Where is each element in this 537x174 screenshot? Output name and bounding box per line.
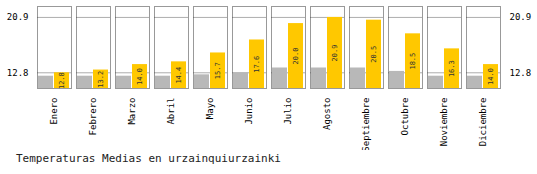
svg-text:Noviembre: Noviembre — [439, 98, 449, 147]
svg-text:13.2: 13.2 — [97, 71, 105, 88]
svg-text:14.0: 14.0 — [487, 68, 495, 85]
svg-text:Diciembre: Diciembre — [478, 98, 488, 147]
svg-text:12.8: 12.8 — [510, 68, 532, 78]
svg-text:Julio: Julio — [283, 98, 293, 125]
svg-text:16.3: 16.3 — [448, 60, 456, 77]
svg-text:14.4: 14.4 — [175, 67, 183, 84]
svg-text:15.7: 15.7 — [214, 62, 222, 79]
svg-text:20.0: 20.0 — [292, 48, 300, 65]
svg-text:Febrero: Febrero — [88, 98, 98, 136]
html-text:Temperaturas Medias en urzainq: Temperaturas Medias en urzainquiurzainki — [16, 152, 281, 165]
svg-text:18.5: 18.5 — [409, 53, 417, 70]
svg-text:20.9: 20.9 — [7, 12, 29, 22]
svg-text:17.6: 17.6 — [253, 56, 261, 73]
svg-text:Mayo: Mayo — [205, 98, 215, 120]
svg-text:Octubre: Octubre — [400, 98, 410, 136]
svg-text:12.8: 12.8 — [7, 68, 29, 78]
svg-text:12.8: 12.8 — [58, 72, 66, 89]
svg-text:Agosto: Agosto — [322, 98, 332, 131]
svg-text:Abril: Abril — [166, 98, 176, 125]
svg-text:20.5: 20.5 — [370, 46, 378, 63]
svg-text:20.9: 20.9 — [510, 12, 532, 22]
svg-text:20.9: 20.9 — [331, 45, 339, 62]
svg-text:Septiembre: Septiembre — [361, 98, 371, 151]
svg-text:Enero: Enero — [49, 98, 59, 125]
svg-text:Marzo: Marzo — [127, 98, 137, 125]
svg-text:Junio: Junio — [244, 98, 254, 125]
svg-text:14.0: 14.0 — [136, 68, 144, 85]
